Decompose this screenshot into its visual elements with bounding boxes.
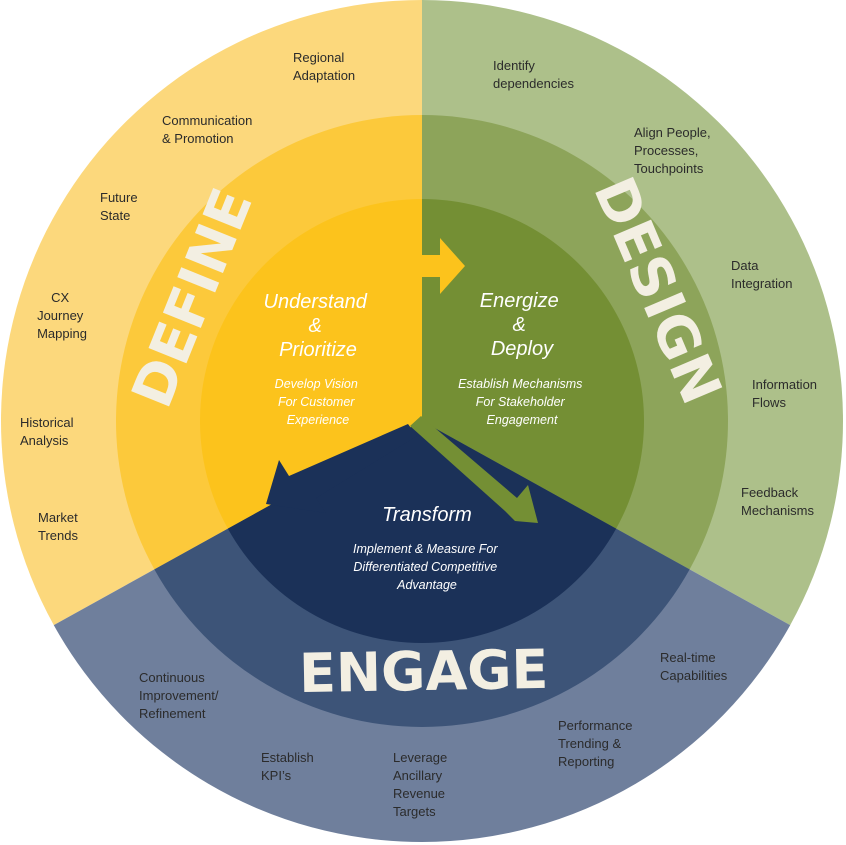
define-core-sub-line: For Customer (278, 395, 355, 409)
define-item-line: CX (51, 290, 69, 305)
engage-item-line: Improvement/ (139, 688, 219, 703)
svg-text:Future State: Future State (100, 190, 141, 223)
define-item-line: Mapping (37, 326, 87, 341)
svg-text:Align People, Processes,: Align People, Processes, Touchpoints (634, 125, 714, 176)
svg-text:Continuous Improvement/: Continuous Improvement/ Refinement (139, 670, 222, 721)
engage-item-line: Leverage (393, 750, 447, 765)
define-core-title-line: Understand (264, 291, 368, 313)
engage-item-line: Reporting (558, 754, 614, 769)
engage-item-line: Continuous (139, 670, 205, 685)
design-item-line: Identify (493, 58, 535, 73)
engage-core-sub-line: Advantage (396, 578, 457, 592)
define-item-line: Historical (20, 415, 74, 430)
design-item-line: Mechanisms (741, 503, 814, 518)
svg-text:Historical Analysis: Historical Analysis (20, 415, 77, 448)
engage-core-sub-line: Implement & Measure For (353, 542, 498, 556)
design-core-sub-line: For Stakeholder (476, 395, 566, 409)
define-item-line: Market (38, 510, 78, 525)
engage-item-line: Targets (393, 804, 436, 819)
svg-text:Communication & Promotio: Communication & Promotion (162, 113, 256, 146)
engage-item-line: Performance (558, 718, 632, 733)
arrow-define-to-design-icon (421, 238, 465, 294)
define-item-line: Communication (162, 113, 252, 128)
svg-text:Real-time Capabilities: Real-time Capabilities (660, 650, 728, 683)
engage-item-line: Real-time (660, 650, 716, 665)
svg-text:Regional Adaptation: Regional Adaptation (293, 50, 355, 83)
svg-text:Information Flows: Information Flows (752, 377, 821, 410)
svg-text:Implement & Measure For: Implement & Measure For Differentiated C… (353, 542, 501, 592)
design-core-sector (422, 199, 645, 529)
define-item-line: Journey (37, 308, 84, 323)
design-item-line: Information (752, 377, 817, 392)
svg-text:Feedback Mechanisms: Feedback Mechanisms (741, 485, 814, 518)
engage-item-line: KPI’s (261, 768, 292, 783)
engage-stage-title: ENGAGE (298, 638, 548, 705)
svg-text:Identify dependencies: Identify dependencies (493, 58, 574, 91)
engage-item-line: Establish (261, 750, 314, 765)
engage-item-line: Refinement (139, 706, 206, 721)
design-item-line: Feedback (741, 485, 799, 500)
engage-item-line: Capabilities (660, 668, 728, 683)
svg-text:Establish KPI’s: Establish KPI’s (261, 750, 317, 783)
design-core-text: Energize & Deploy Establish Mechanisms F… (458, 290, 586, 427)
design-outer-labels: Identify dependencies Align People, Proc… (493, 58, 821, 518)
engage-core-text: Transform Implement & Measure For Differ… (353, 504, 501, 592)
svg-text:Develop Vision For Custo: Develop Vision For Customer Experience (275, 377, 362, 427)
define-item-line: Future (100, 190, 138, 205)
define-item-line: State (100, 208, 130, 223)
design-item-line: Integration (731, 276, 792, 291)
define-outer-labels: Regional Adaptation Communication & Prom… (20, 50, 355, 543)
svg-text:Establish Mechanisms For: Establish Mechanisms For Stakeholder Eng… (458, 377, 586, 427)
engage-item-line: Ancillary (393, 768, 443, 783)
define-core-text: Understand & Prioritize Develop Vision F… (264, 291, 373, 427)
define-core-title-line: Prioritize (279, 339, 357, 361)
svg-text:Leverage Ancillary: Leverage Ancillary Revenue Targets (393, 750, 451, 819)
svg-text:Performance Trending &: Performance Trending & Reporting (558, 718, 636, 769)
define-item-line: Regional (293, 50, 344, 65)
define-item-line: Trends (38, 528, 78, 543)
engage-core-title-line: Transform (382, 504, 472, 526)
design-item-line: Processes, (634, 143, 698, 158)
define-item-line: Analysis (20, 433, 69, 448)
design-core-sub-line: Engagement (487, 413, 558, 427)
design-core-title-line: Energize (480, 290, 559, 312)
arrow-engage-to-define-icon (266, 424, 417, 513)
define-core-title-line: & (309, 315, 322, 337)
design-core-title-line: & (513, 314, 526, 336)
svg-text:Market Trends: Market Trends (38, 510, 81, 543)
svg-text:CX Journey Mapping: CX Journey Mapping (37, 290, 87, 341)
design-item-line: Touchpoints (634, 161, 704, 176)
cycle-arrows (266, 238, 538, 523)
define-item-line: & Promotion (162, 131, 234, 146)
svg-text:Energize & Deploy: Energize & Deploy (480, 290, 565, 360)
svg-text:Data Integration: Data Integration (731, 258, 792, 291)
design-core-sub-line: Establish Mechanisms (458, 377, 582, 391)
svg-text:Transform: Transform (382, 504, 472, 526)
engage-core-sub-line: Differentiated Competitive (353, 560, 497, 574)
engage-item-line: Revenue (393, 786, 445, 801)
engage-item-line: Trending & (558, 736, 621, 751)
design-item-line: Align People, (634, 125, 711, 140)
design-item-line: Flows (752, 395, 786, 410)
design-core-title-line: Deploy (491, 338, 554, 360)
define-core-sub-line: Experience (287, 413, 350, 427)
svg-text:Understand & Prior: Understand & Prioritize (264, 291, 373, 361)
design-item-line: dependencies (493, 76, 574, 91)
design-item-line: Data (731, 258, 759, 273)
engage-outer-labels: Real-time Capabilities Performance Trend… (139, 650, 728, 819)
define-core-sub-line: Develop Vision (275, 377, 358, 391)
arrow-design-to-engage-icon (410, 416, 538, 523)
define-item-line: Adaptation (293, 68, 355, 83)
